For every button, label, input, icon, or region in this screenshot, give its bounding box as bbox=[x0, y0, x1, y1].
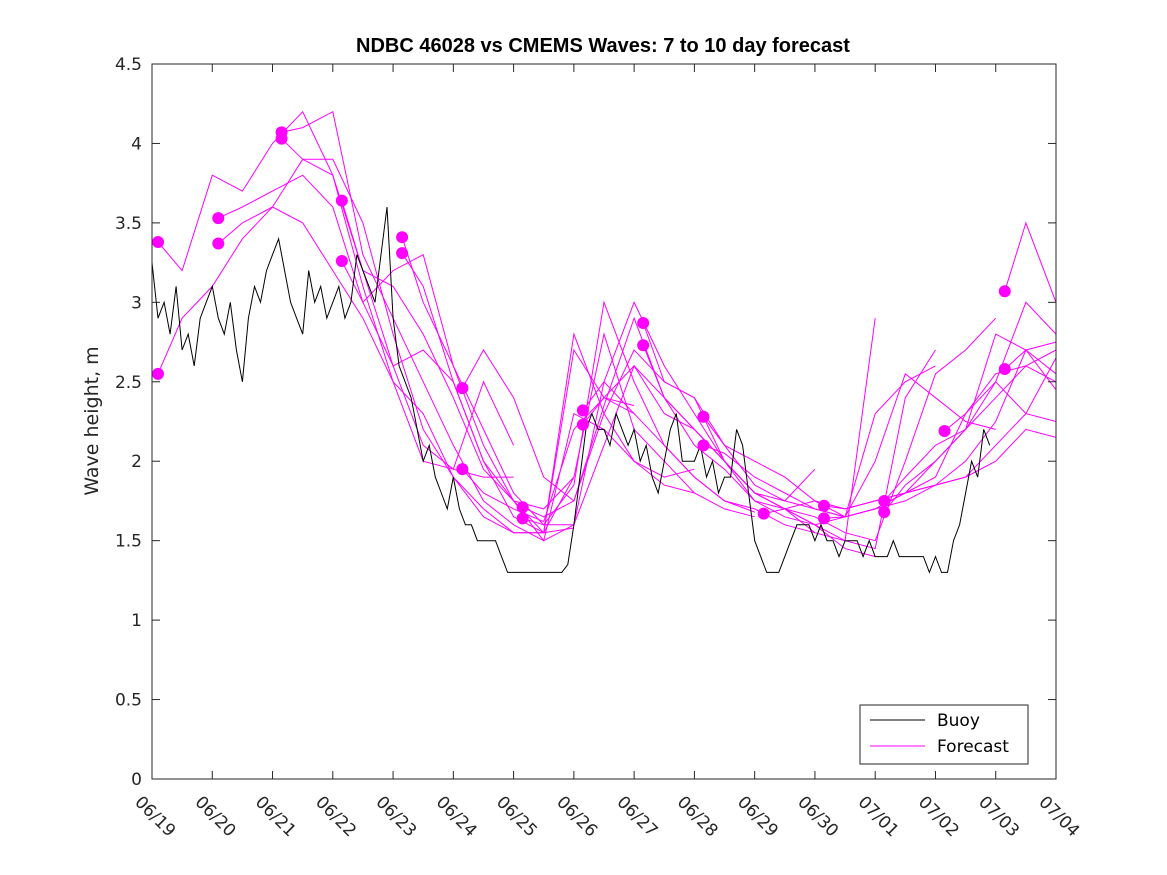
forecast-start-marker bbox=[152, 235, 165, 248]
chart-title: NDBC 46028 vs CMEMS Waves: 7 to 10 day f… bbox=[356, 35, 850, 57]
forecast-start-marker bbox=[456, 463, 469, 476]
forecast-start-marker bbox=[516, 512, 529, 525]
forecast-start-marker bbox=[335, 194, 348, 207]
forecast-start-marker bbox=[998, 363, 1011, 376]
forecast-line bbox=[944, 381, 1057, 432]
forecast-start-marker bbox=[998, 285, 1011, 298]
forecast-start-marker bbox=[817, 512, 830, 525]
plot-background bbox=[152, 64, 1056, 779]
x-tick-label: 06/27 bbox=[613, 792, 662, 841]
forecast-start-marker bbox=[396, 247, 409, 260]
forecast-start-marker bbox=[576, 404, 589, 417]
x-tick-label: 07/03 bbox=[974, 792, 1023, 841]
forecast-start-marker bbox=[878, 494, 891, 507]
forecast-line bbox=[883, 349, 1057, 513]
y-tick-label: 1.5 bbox=[115, 532, 142, 552]
forecast-start-marker bbox=[637, 316, 650, 329]
forecast-start-marker bbox=[456, 382, 469, 395]
forecast-line bbox=[823, 357, 1057, 519]
y-tick-label: 0.5 bbox=[115, 691, 142, 711]
x-tick-label: 06/30 bbox=[793, 792, 842, 841]
y-tick-label: 2.5 bbox=[115, 373, 142, 393]
forecast-start-marker bbox=[757, 507, 770, 520]
y-axis-label: Wave height, m bbox=[81, 346, 103, 495]
forecast-lines bbox=[157, 110, 1057, 558]
forecast-start-marker bbox=[637, 339, 650, 352]
forecast-start-marker bbox=[152, 367, 165, 380]
forecast-start-marker bbox=[817, 499, 830, 512]
plot-area bbox=[151, 63, 1057, 780]
y-tick-label: 2 bbox=[131, 452, 142, 472]
forecast-line bbox=[401, 252, 755, 534]
forecast-line bbox=[341, 253, 695, 542]
forecast-start-marker bbox=[697, 439, 710, 452]
x-tick-label: 07/01 bbox=[854, 792, 903, 841]
y-tick-label: 3.5 bbox=[115, 214, 142, 234]
x-tick-label: 06/23 bbox=[372, 792, 421, 841]
x-tick-label: 06/25 bbox=[492, 792, 541, 841]
legend-buoy-label: Buoy bbox=[937, 711, 980, 731]
forecast-start-marker bbox=[576, 418, 589, 431]
forecast-line bbox=[1004, 341, 1057, 370]
x-tick-label: 06/20 bbox=[191, 792, 240, 841]
forecast-start-marker bbox=[878, 506, 891, 519]
x-tick-label: 06/21 bbox=[251, 792, 300, 841]
forecast-start-marker bbox=[396, 231, 409, 244]
x-tick-label: 06/19 bbox=[130, 792, 179, 841]
x-tick-label: 06/22 bbox=[311, 792, 360, 841]
y-tick-label: 3 bbox=[131, 293, 142, 313]
y-tick-label: 0 bbox=[131, 770, 142, 790]
forecast-line bbox=[642, 317, 997, 542]
legend-forecast-label: Forecast bbox=[937, 737, 1009, 757]
x-tick-label: 06/28 bbox=[673, 792, 722, 841]
y-tick-label: 1 bbox=[131, 611, 142, 631]
forecast-line bbox=[582, 349, 936, 550]
legend: Buoy Forecast bbox=[859, 704, 1029, 765]
legend-box bbox=[859, 704, 1029, 765]
forecast-start-marker bbox=[212, 237, 225, 250]
x-tick-label: 06/24 bbox=[432, 792, 481, 841]
forecast-markers bbox=[152, 126, 1011, 525]
plot-frame bbox=[151, 63, 1057, 780]
forecast-start-marker bbox=[697, 410, 710, 423]
x-tick-label: 07/04 bbox=[1034, 792, 1083, 841]
forecast-start-marker bbox=[212, 212, 225, 225]
forecast-line bbox=[1004, 221, 1057, 303]
forecast-line bbox=[462, 397, 816, 534]
forecast-start-marker bbox=[516, 501, 529, 514]
forecast-start-marker bbox=[938, 425, 951, 438]
forecast-start-marker bbox=[335, 255, 348, 268]
x-tick-label: 06/29 bbox=[733, 792, 782, 841]
y-tick-label: 4.5 bbox=[115, 55, 142, 75]
forecast-line bbox=[157, 110, 514, 478]
y-tick-label: 4 bbox=[131, 134, 142, 154]
buoy-line bbox=[151, 206, 991, 574]
x-tick-label: 06/26 bbox=[552, 792, 601, 841]
x-tick-label: 07/02 bbox=[914, 792, 963, 841]
forecast-start-marker bbox=[275, 132, 288, 145]
y-axis: 0 0.5 1 1.5 2 2.5 3 3.5 4 4.5 bbox=[115, 55, 1056, 790]
